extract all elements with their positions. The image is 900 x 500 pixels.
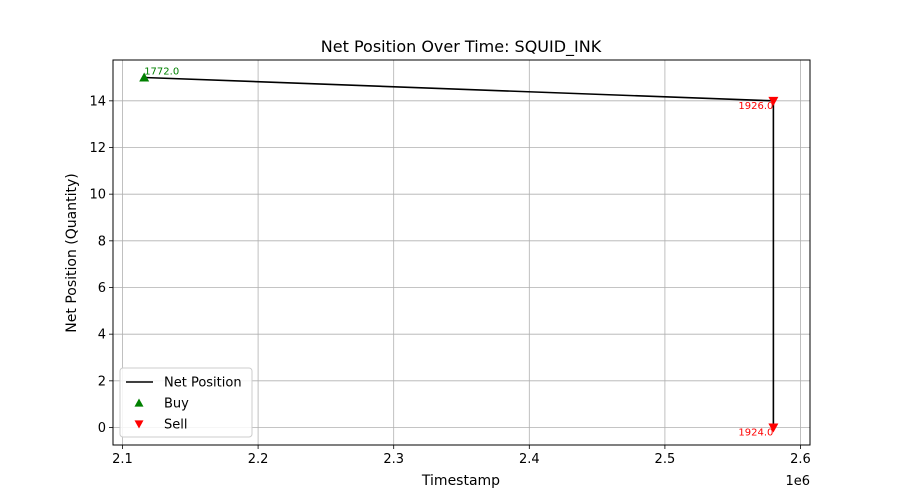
sell-marker <box>768 96 779 106</box>
y-tick-label: 0 <box>98 421 106 436</box>
y-tick-label: 2 <box>98 374 106 389</box>
series-layer: 1772.0 1926.0 1924.0 <box>139 67 779 439</box>
legend-label: Sell <box>164 418 187 433</box>
legend-box <box>119 367 253 438</box>
x-tick-label: 2.4 <box>519 452 540 467</box>
sell-price-label: 1924.0 <box>738 428 773 439</box>
chart-title: Net Position Over Time: SQUID_INK <box>321 37 602 57</box>
y-tick-label: 14 <box>89 94 106 109</box>
x-tick-label: 2.1 <box>112 452 133 467</box>
y-tick-label: 10 <box>89 188 106 203</box>
sell-marker <box>768 423 779 433</box>
x-offset-label: 1e6 <box>785 474 810 489</box>
ticks-layer: 2.1 2.2 2.3 2.4 2.5 2.6 0 2 4 6 8 10 12 14 <box>89 94 810 467</box>
y-tick-label: 4 <box>98 328 106 343</box>
legend-label: Buy <box>164 397 189 412</box>
x-tick-label: 2.6 <box>790 452 811 467</box>
y-axis-label: Net Position (Quantity) <box>64 173 80 332</box>
legend-label: Net Position <box>164 376 242 391</box>
x-tick-label: 2.3 <box>383 452 404 467</box>
legend-sell-swatch <box>134 420 144 429</box>
y-tick-label: 12 <box>89 141 106 156</box>
grid-layer <box>113 60 810 445</box>
buy-price-label: 1772.0 <box>144 67 179 78</box>
y-tick-label: 8 <box>98 234 106 249</box>
y-tick-label: 6 <box>98 281 106 296</box>
x-tick-label: 2.2 <box>248 452 269 467</box>
plot-frame <box>112 59 811 446</box>
x-tick-label: 2.5 <box>655 452 676 467</box>
legend-buy-swatch <box>134 398 144 407</box>
x-axis-label: Timestamp <box>421 473 500 489</box>
buy-marker <box>139 72 150 82</box>
sell-price-label: 1926.0 <box>738 101 773 112</box>
legend: Net Position Buy Sell <box>119 367 253 438</box>
